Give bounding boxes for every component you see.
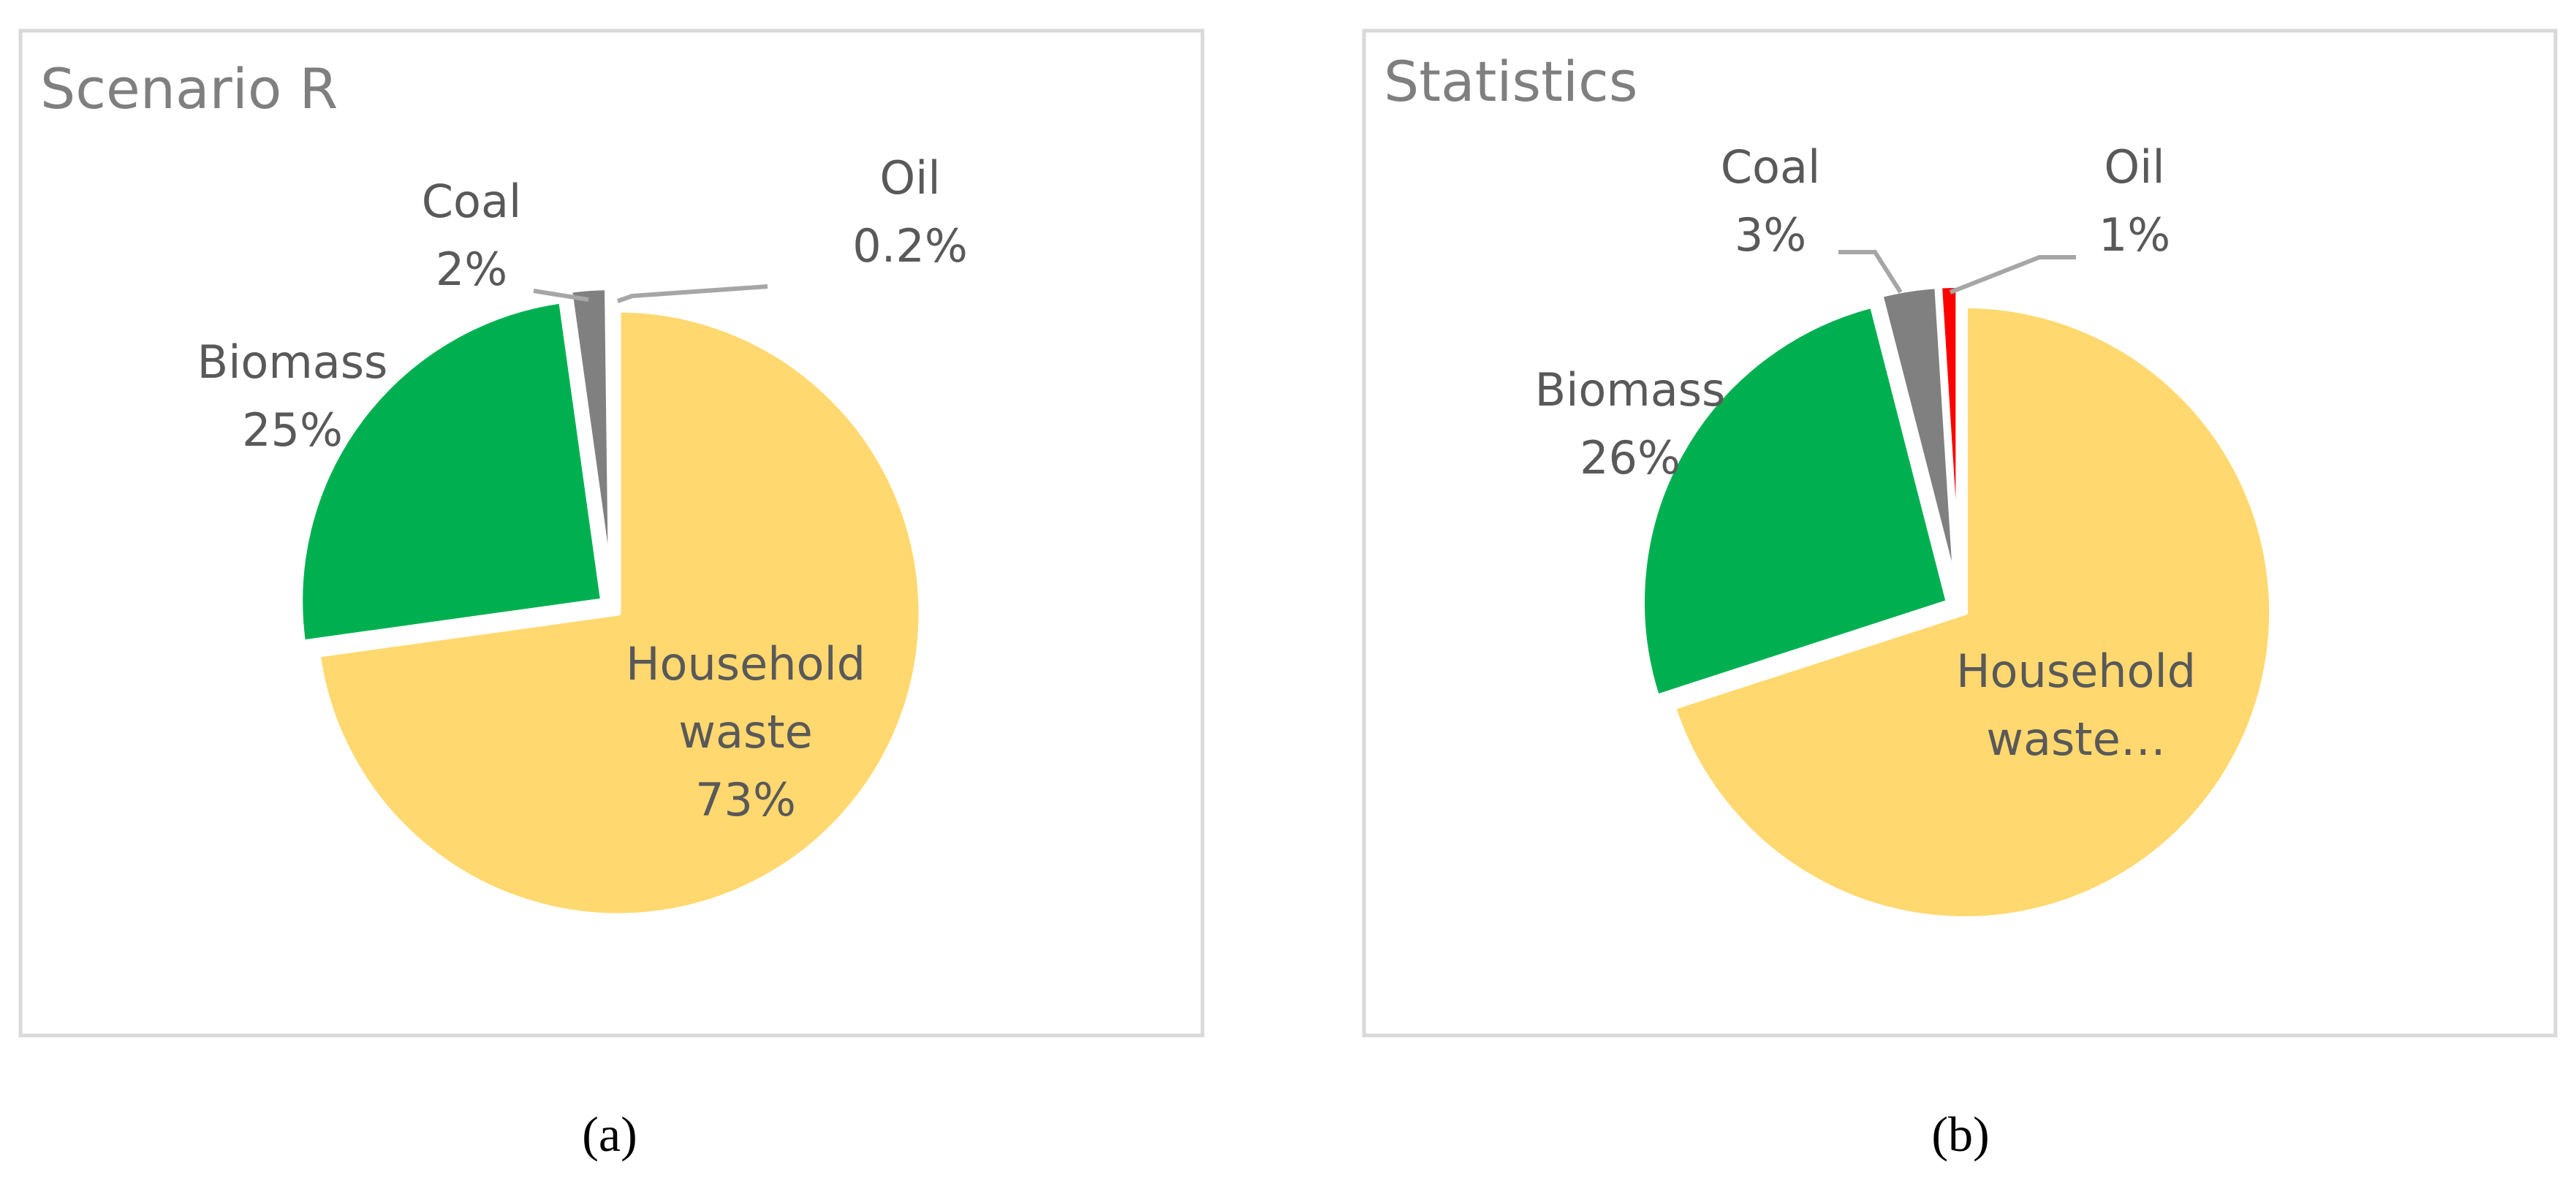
panel-a-title: Scenario R (40, 56, 338, 121)
leader-line-coal-a (533, 289, 589, 302)
panel-b-pie (1638, 282, 2276, 922)
pie-label-household-waste-line-2: waste (678, 705, 812, 759)
pie-label-household-waste-line-1: Household (626, 637, 865, 691)
panel-a-caption: (a) (582, 1106, 637, 1162)
pie-label-coal-line-2: 2% (436, 243, 507, 296)
pie-label-biomass-line-1: Biomass (197, 335, 388, 389)
leader-line-coal-b (1838, 250, 1903, 294)
panel-b-caption: (b) (1931, 1106, 1989, 1162)
pie-label-coal-line-2: 3% (1735, 208, 1806, 262)
pie-label-household-waste-line-3: 73% (695, 773, 796, 826)
pie-label-oil-line-1: Oil (2104, 140, 2164, 194)
panel-a: Scenario R Household waste 73% Biomass 25% Co… (18, 28, 1205, 1162)
panel-b-labels: Household waste… Biomass 26% Coal 3% Oil 1% (1535, 140, 2196, 766)
pie-slice-oil (605, 284, 615, 593)
pie-slice-biomass (1638, 302, 1952, 701)
panel-a-pie (297, 284, 925, 919)
pie-slice-biomass (297, 297, 607, 646)
leader-line-oil-a (617, 284, 768, 303)
pie-label-oil-line-2: 1% (2099, 208, 2170, 262)
pie-label-biomass-line-1: Biomass (1535, 363, 1726, 417)
pie-label-oil-line-1: Oil (879, 151, 940, 205)
pie-label-coal-line-1: Coal (1721, 140, 1820, 194)
panel-b-title: Statistics (1384, 49, 1637, 114)
panel-a-labels: Household waste 73% Biomass 25% Coal 2% Oil 0.2% (197, 151, 968, 826)
pie-label-household-waste-line-1: Household (1956, 645, 2196, 698)
pie-label-oil-line-2: 0.2% (852, 219, 968, 273)
pie-label-biomass-line-2: 25% (242, 403, 343, 457)
pie-label-biomass-line-2: 26% (1580, 431, 1681, 484)
pie-slice-household-waste (1670, 302, 2276, 922)
pie-label-coal-line-1: Coal (422, 175, 521, 228)
pie-slice-oil (1936, 282, 1962, 596)
pie-slice-household-waste (314, 306, 925, 919)
leader-line-oil-b (1949, 255, 2076, 294)
panel-b: Statistics Household waste… Biomass 26% Coal… (1362, 28, 2558, 1162)
pie-label-household-waste-line-2: waste… (1986, 712, 2165, 766)
